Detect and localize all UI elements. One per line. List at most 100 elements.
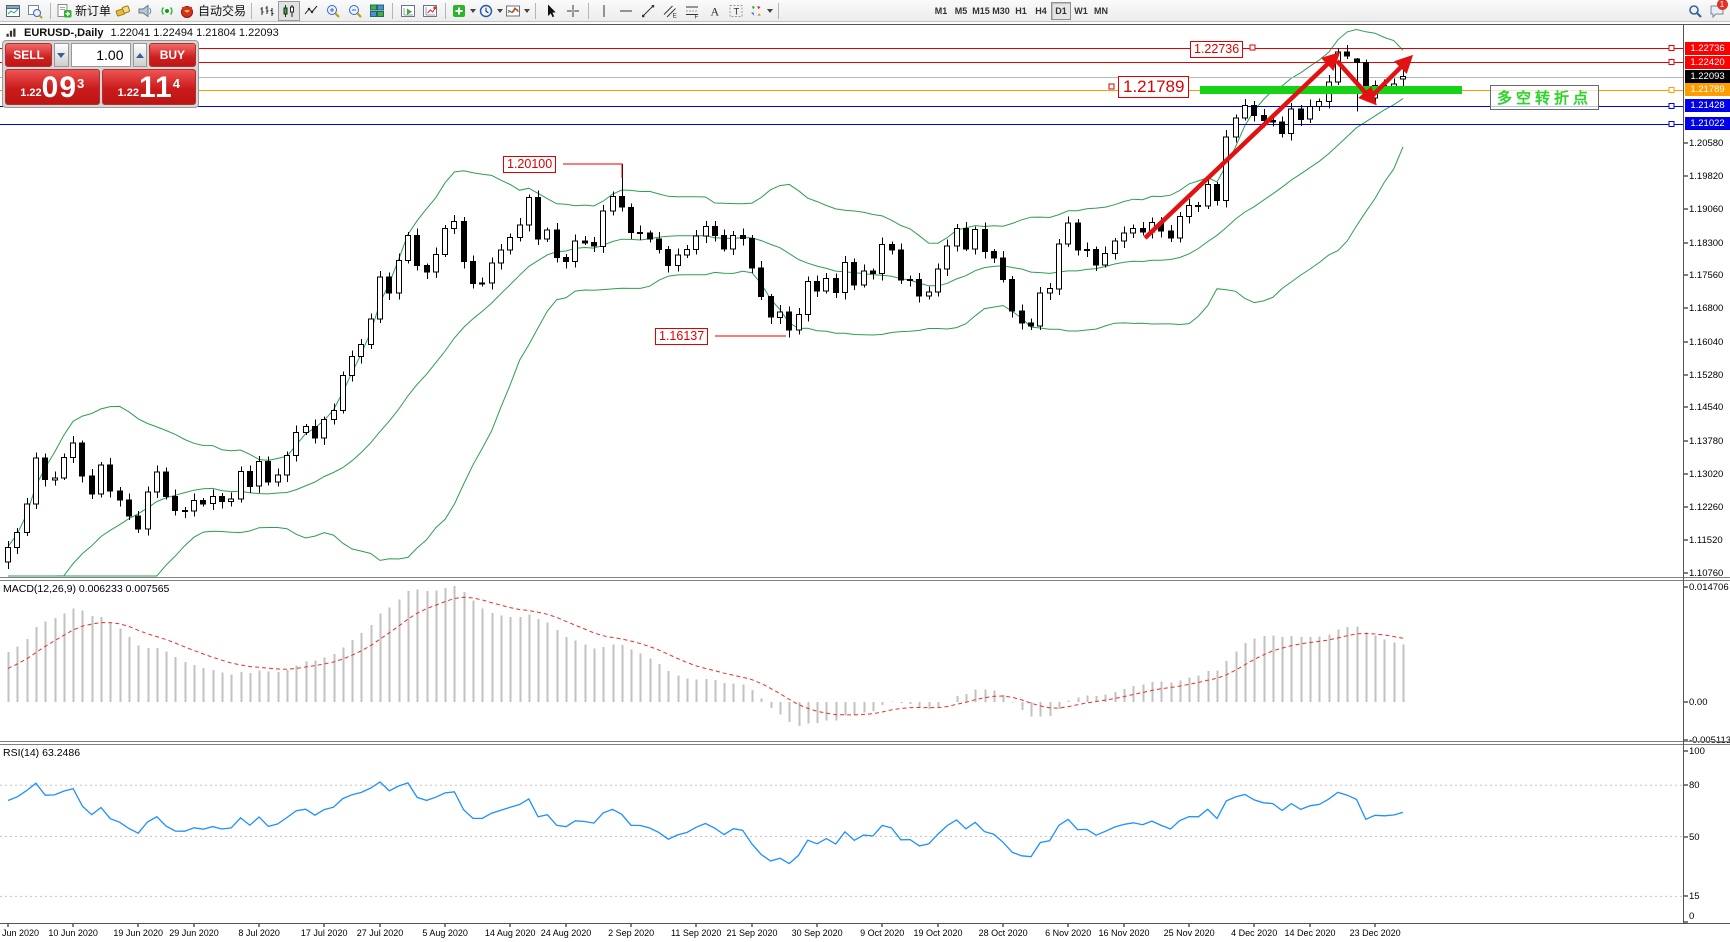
- rsi-tick-label: 15: [1689, 891, 1700, 903]
- rsi-label: RSI(14) 63.2486: [3, 747, 81, 759]
- price-line-badge: 1.21789: [1685, 83, 1730, 97]
- zoom-out-icon[interactable]: [344, 1, 366, 21]
- rsi-splitter[interactable]: [0, 741, 1730, 742]
- annotation-support-price[interactable]: 1.21789: [1118, 76, 1190, 98]
- text-label-icon[interactable]: T: [725, 1, 747, 21]
- svg-text:A: A: [711, 4, 720, 18]
- chart-shift-icon[interactable]: [419, 1, 441, 21]
- macd-signal-value: 0.007565: [125, 583, 170, 595]
- toolbar-separator: [251, 2, 253, 19]
- one-click-trade-panel: SELL BUY 1.22 09 3 1.22 11 4: [2, 40, 199, 108]
- macd-tick-label: 0.014706: [1689, 582, 1729, 594]
- zoom-in-icon[interactable]: [322, 1, 344, 21]
- toolbar: 新订单 自动交易 E F A T M1 M5 M15 M30 H1 H4 D1 W1 MN 1: [0, 0, 1730, 22]
- crosshair-icon[interactable]: [562, 1, 584, 21]
- bar-chart-icon[interactable]: [256, 1, 278, 21]
- macd-splitter[interactable]: [0, 577, 1730, 578]
- timeframe-h1[interactable]: H1: [1011, 2, 1031, 20]
- date-tick-label: 16 Nov 2020: [1098, 928, 1150, 938]
- date-tick-label: 19 Oct 2020: [913, 928, 963, 938]
- tile-windows-icon[interactable]: [366, 1, 388, 21]
- annotation-pivot-text[interactable]: 多空转折点: [1490, 85, 1600, 110]
- search-icon[interactable]: [1684, 1, 1706, 21]
- toolbar-separator: [535, 2, 537, 19]
- price-tick-label: 1.13780: [1689, 435, 1724, 447]
- auto-scroll-icon[interactable]: [397, 1, 419, 21]
- support-band[interactable]: [1200, 86, 1462, 94]
- vertical-line-icon[interactable]: [593, 1, 615, 21]
- periods-button[interactable]: [477, 1, 504, 21]
- notifications-icon[interactable]: 1: [1706, 0, 1728, 21]
- axis-ticks: [7, 142, 1688, 927]
- annotation-september-low[interactable]: 1.16137: [655, 328, 709, 345]
- toolbar-separator: [778, 2, 780, 19]
- buy-price-display[interactable]: 1.22 11 4: [101, 69, 196, 105]
- timeframe-m1[interactable]: M1: [931, 2, 951, 20]
- price-tick-label: 1.18300: [1689, 237, 1724, 249]
- rsi-tick-label: 50: [1689, 831, 1700, 843]
- date-tick-label: 23 Dec 2020: [1349, 928, 1401, 938]
- price-axis-line: [1683, 24, 1684, 924]
- symbol-line: EURUSD-,Daily 1.22041 1.22494 1.21804 1.…: [5, 27, 279, 39]
- cursor-icon[interactable]: [540, 1, 562, 21]
- price-tick-label: 1.13020: [1689, 469, 1724, 480]
- date-tick-label: 30 Sep 2020: [791, 928, 843, 938]
- timeframe-m15[interactable]: M15: [971, 2, 991, 20]
- indicators-button[interactable]: [450, 1, 477, 21]
- price-line-badge: 1.22736: [1685, 41, 1730, 55]
- volume-decrease-button[interactable]: [54, 43, 69, 67]
- volume-increase-button[interactable]: [132, 43, 147, 67]
- buy-button[interactable]: BUY: [148, 43, 196, 67]
- macd-tick-label: 0.00: [1689, 697, 1708, 708]
- line-chart-icon[interactable]: [300, 1, 322, 21]
- price-tick-label: 1.15280: [1689, 370, 1724, 382]
- eraser-icon[interactable]: [112, 1, 134, 21]
- rsi-tick-label: 80: [1689, 780, 1700, 792]
- timeframe-bar: M1 M5 M15 M30 H1 H4 D1 W1 MN: [931, 1, 1111, 21]
- arrows-tool-icon[interactable]: [747, 1, 774, 21]
- macd-histogram: [7, 586, 1405, 726]
- timeframe-m5[interactable]: M5: [951, 2, 971, 20]
- price-tick-label: 1.16040: [1689, 336, 1724, 348]
- timeframe-h4[interactable]: H4: [1031, 2, 1051, 20]
- fibonacci-icon[interactable]: F: [681, 1, 703, 21]
- leader-lines: [563, 44, 1256, 337]
- new-order-button[interactable]: 新订单: [55, 1, 112, 21]
- trend-arrows[interactable]: [1143, 52, 1414, 240]
- date-tick-label: 27 Jul 2020: [356, 928, 404, 938]
- annotation-september-high[interactable]: 1.20100: [503, 156, 557, 173]
- date-tick-label: 8 Jul 2020: [238, 928, 280, 938]
- rsi-levels: [0, 784, 1683, 897]
- signal-icon[interactable]: [156, 1, 178, 21]
- timeframe-d1[interactable]: D1: [1051, 1, 1072, 20]
- sell-button[interactable]: SELL: [5, 43, 53, 67]
- horizontal-line-icon[interactable]: [615, 1, 637, 21]
- symbol-label: EURUSD-,Daily: [24, 27, 104, 39]
- buy-price-prefix: 1.22: [117, 87, 139, 99]
- publish-icon[interactable]: [134, 1, 156, 21]
- templates-button[interactable]: [504, 1, 531, 21]
- timeframe-m30[interactable]: M30: [991, 2, 1011, 20]
- sell-price-display[interactable]: 1.22 09 3: [5, 69, 100, 105]
- volume-input[interactable]: [70, 43, 131, 67]
- price-tick-label: 1.19060: [1689, 204, 1724, 216]
- trendline-icon[interactable]: [637, 1, 659, 21]
- annotation-high-price[interactable]: 1.22736: [1190, 41, 1244, 58]
- date-tick-label: 9 Oct 2020: [860, 928, 905, 938]
- date-tick-label: 21 Sep 2020: [726, 928, 778, 938]
- candlestick-chart-icon[interactable]: [278, 0, 301, 21]
- toolbar-separator: [392, 2, 394, 19]
- macd-main-value: 0.006233: [78, 583, 123, 595]
- print-preview-icon[interactable]: [24, 1, 46, 21]
- auto-trading-button[interactable]: 自动交易: [178, 1, 247, 21]
- toolbar-separator: [50, 2, 51, 19]
- chart-window-icon[interactable]: [2, 1, 24, 21]
- equidistant-channel-icon[interactable]: E: [659, 1, 681, 21]
- text-icon[interactable]: A: [703, 1, 725, 21]
- svg-text:T: T: [734, 6, 740, 17]
- timeframe-mn[interactable]: MN: [1091, 2, 1111, 20]
- buy-price-pip: 4: [172, 76, 180, 91]
- timeframe-w1[interactable]: W1: [1071, 2, 1091, 20]
